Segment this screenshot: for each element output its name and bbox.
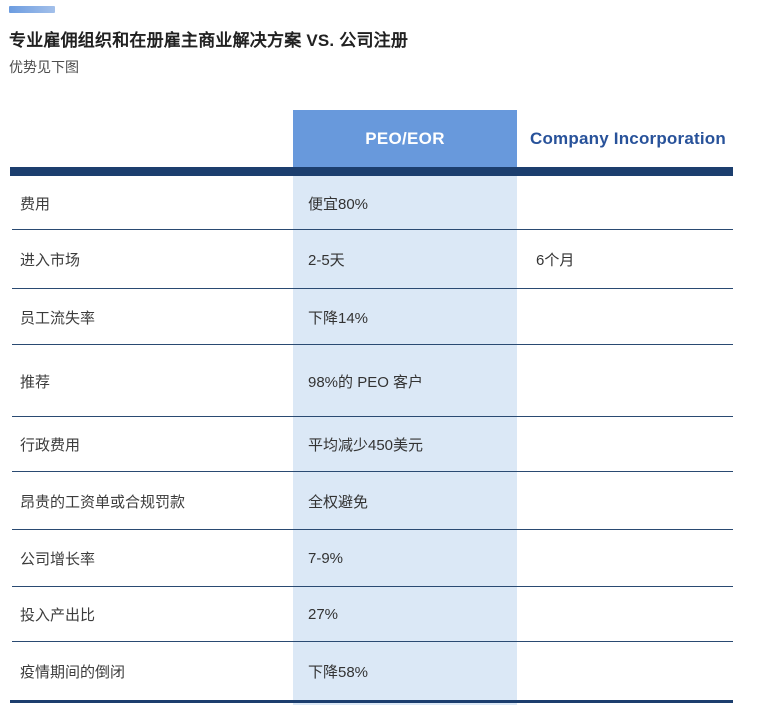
peo-value: 便宜80% <box>308 195 369 213</box>
table-row: 费用 便宜80% <box>0 176 770 230</box>
peo-value: 下降58% <box>308 663 369 681</box>
table-row: 员工流失率 下降14% <box>0 289 770 345</box>
row-label: 员工流失率 <box>20 309 96 327</box>
peo-value: 2-5天 <box>308 252 345 269</box>
accent-bar <box>9 6 55 13</box>
row-label: 公司增长率 <box>20 551 96 568</box>
peo-value: 98%的 PEO 客户 <box>308 373 424 391</box>
table-row: 行政费用 平均减少450美元 <box>0 417 770 472</box>
peo-value: 27% <box>308 606 339 623</box>
row-label: 进入市场 <box>20 252 81 269</box>
table-top-divider <box>10 167 733 176</box>
page-subtitle: 优势见下图 <box>9 59 79 75</box>
page-title: 专业雇佣组织和在册雇主商业解决方案 VS. 公司注册 <box>9 31 409 50</box>
row-label: 推荐 <box>20 373 51 391</box>
row-label: 投入产出比 <box>20 607 96 624</box>
table-row: 疫情期间的倒闭 下降58% <box>0 642 770 700</box>
table-bottom-divider <box>10 700 733 703</box>
peo-value: 下降14% <box>308 309 369 327</box>
table-row: 投入产出比 27% <box>0 587 770 642</box>
row-label: 疫情期间的倒闭 <box>20 663 126 681</box>
table-row: 公司增长率 7-9% <box>0 530 770 587</box>
table-row: 推荐 98%的 PEO 客户 <box>0 345 770 417</box>
peo-value: 全权避免 <box>308 493 369 511</box>
table-body: 费用 便宜80% 进入市场 2-5天 6个月员工流失率 下降14% 推荐 98%的 PEO 客… <box>0 176 770 700</box>
row-label: 昂贵的工资单或合规罚款 <box>20 493 186 511</box>
table-row: 昂贵的工资单或合规罚款 全权避免 <box>0 472 770 530</box>
company-value: 6个月 <box>536 252 575 269</box>
column-header-peo-eor: PEO/EOR <box>293 110 517 167</box>
peo-column-highlight <box>293 176 517 705</box>
row-label: 费用 <box>20 195 51 213</box>
column-header-company-incorporation: Company Incorporation <box>530 128 726 148</box>
peo-value: 7-9% <box>308 550 344 567</box>
peo-value: 平均减少450美元 <box>308 437 424 454</box>
row-label: 行政费用 <box>20 437 81 454</box>
table-row: 进入市场 2-5天 6个月 <box>0 230 770 289</box>
